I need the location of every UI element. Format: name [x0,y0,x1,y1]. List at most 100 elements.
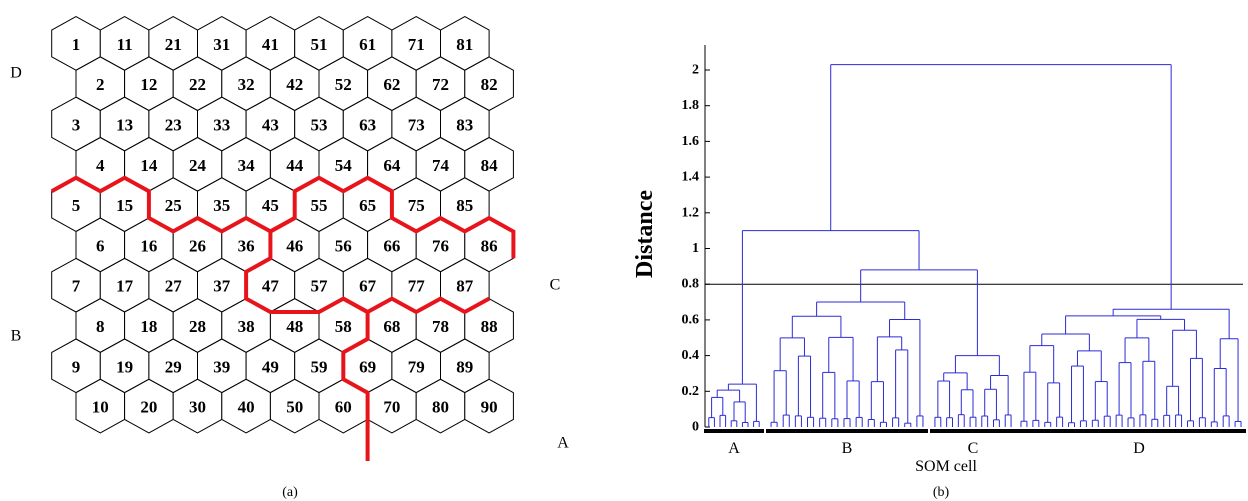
caption-b: (b) [933,485,950,500]
som-cell: 19 [99,338,150,394]
cell-number: 84 [481,156,499,175]
som-cell: 57 [294,257,344,313]
cell-number: 74 [432,156,450,175]
cell-number: 1 [72,35,81,54]
cell-number: 69 [359,357,376,376]
cell-number: 16 [140,236,157,255]
cell-number: 3 [72,116,81,135]
som-cell: 42 [269,56,320,112]
y-tick-label: 0.8 [682,277,700,292]
cell-number: 90 [481,398,498,417]
cell-number: 49 [262,357,279,376]
som-cell: 89 [440,338,490,394]
cell-number: 57 [311,277,329,296]
som-cell: 51 [294,16,344,71]
region-label-d: D [10,65,22,82]
region-label-a: A [557,435,569,452]
cluster-label: B [842,440,853,457]
som-cell: 23 [148,96,198,152]
cluster-bars: A B C D [704,429,1246,457]
y-tick-label: 2 [692,63,699,78]
cell-number: 7 [72,277,81,296]
cell-number: 48 [286,317,303,336]
cell-number: 54 [335,156,353,175]
som-cell: 37 [197,257,247,313]
cell-number: 28 [189,317,206,336]
cell-number: 42 [286,75,303,94]
y-tick-label: 0.4 [682,348,700,363]
cell-number: 64 [383,156,401,175]
cell-number: 75 [408,196,425,215]
cell-number: 72 [432,75,449,94]
som-cell: 74 [415,136,466,192]
cluster-bar [704,429,764,433]
som-cell: 71 [391,16,441,71]
som-cell: 50 [269,378,320,434]
cell-number: 51 [311,35,328,54]
cell-number: 78 [432,317,449,336]
y-tick-label: 1.2 [682,205,700,220]
cell-number: 43 [262,116,279,135]
cluster-bar [930,429,1016,433]
cell-number: 34 [238,156,256,175]
som-cell: 81 [440,16,490,71]
cell-number: 66 [383,236,400,255]
cell-number: 47 [262,277,280,296]
cell-number: 58 [335,317,352,336]
cell-number: 27 [165,277,183,296]
dendrogram-branches [708,64,1242,427]
som-cell: 40 [221,378,271,434]
cell-number: 52 [335,75,352,94]
som-cell: 64 [367,136,417,192]
y-tick-label: 1.8 [682,98,700,113]
som-cell: 56 [318,217,369,273]
cell-number: 39 [213,357,230,376]
caption-a: (a) [282,485,298,500]
cell-number: 19 [116,357,133,376]
cell-number: 38 [238,317,255,336]
som-cell: 12 [124,56,174,112]
som-cell: 16 [124,217,174,273]
cell-number: 25 [165,196,182,215]
som-cell: 80 [415,378,466,434]
cell-number: 55 [311,196,328,215]
cluster-label: A [728,440,740,457]
som-cell: 17 [99,257,150,313]
cell-number: 9 [72,357,81,376]
cell-number: 77 [408,277,426,296]
cell-number: 40 [238,398,255,417]
cell-number: 6 [96,236,105,255]
som-cell: 32 [221,56,271,112]
cell-number: 53 [311,116,328,135]
som-cell: 87 [440,257,490,313]
som-cell: 69 [342,338,393,394]
som-cell: 14 [124,136,174,192]
y-tick-label: 1.6 [682,134,700,149]
som-cell: 20 [124,378,174,434]
cell-number: 56 [335,236,352,255]
cell-number: 15 [116,196,133,215]
cell-number: 83 [456,116,473,135]
cell-number: 12 [140,75,157,94]
cluster-label: D [1133,440,1145,457]
cell-number: 71 [408,35,425,54]
y-tick-label: 1 [692,241,699,256]
cell-number: 65 [359,196,376,215]
y-tick-label: 0.6 [682,312,700,327]
cluster-boundary-line [50,175,516,259]
som-cell: 90 [464,378,514,434]
cell-number: 85 [456,196,473,215]
hex-cell-shape [464,378,514,434]
cluster-boundary-line-2 [244,216,491,315]
cell-number: 2 [96,75,105,94]
region-label-b: B [11,328,22,345]
som-cell: 44 [269,136,320,192]
som-cell: 60 [318,378,369,434]
som-cell: 13 [99,96,150,152]
cell-number: 29 [165,357,182,376]
cell-number: 62 [383,75,400,94]
cell-number: 13 [116,116,133,135]
cell-number: 32 [238,75,255,94]
cell-number: 41 [262,35,279,54]
y-tick-label: 0.2 [682,384,700,399]
